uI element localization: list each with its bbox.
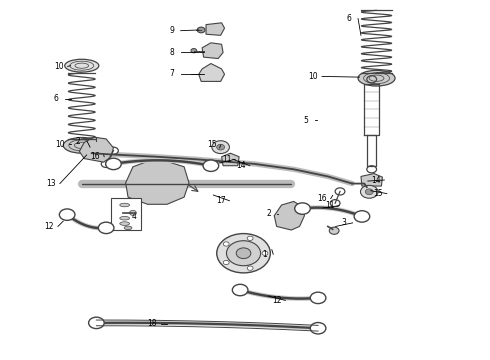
Ellipse shape bbox=[120, 222, 129, 225]
Polygon shape bbox=[125, 161, 189, 204]
Circle shape bbox=[106, 158, 121, 170]
Text: 11: 11 bbox=[222, 155, 231, 164]
Text: 6: 6 bbox=[347, 14, 352, 23]
Polygon shape bbox=[274, 202, 304, 230]
Ellipse shape bbox=[124, 226, 132, 230]
Bar bbox=[111, 198, 141, 230]
Text: 1: 1 bbox=[262, 250, 267, 259]
Polygon shape bbox=[361, 174, 382, 186]
Text: 10: 10 bbox=[54, 62, 64, 71]
Circle shape bbox=[335, 188, 345, 195]
Text: 12: 12 bbox=[45, 222, 54, 231]
Text: 2: 2 bbox=[76, 137, 81, 146]
Text: 10: 10 bbox=[308, 72, 318, 81]
Circle shape bbox=[361, 185, 378, 198]
Circle shape bbox=[310, 292, 326, 303]
Circle shape bbox=[330, 200, 340, 207]
Circle shape bbox=[232, 284, 248, 296]
Circle shape bbox=[212, 141, 229, 154]
Text: 17: 17 bbox=[216, 196, 225, 205]
Text: 15: 15 bbox=[207, 140, 217, 149]
Text: 14: 14 bbox=[236, 161, 246, 170]
Text: 16: 16 bbox=[91, 152, 100, 161]
Text: 13: 13 bbox=[46, 179, 56, 188]
Circle shape bbox=[217, 234, 270, 273]
Ellipse shape bbox=[63, 138, 100, 153]
Circle shape bbox=[310, 323, 326, 334]
Polygon shape bbox=[206, 23, 224, 35]
Circle shape bbox=[247, 236, 253, 240]
Ellipse shape bbox=[358, 70, 395, 86]
Ellipse shape bbox=[120, 203, 129, 207]
Polygon shape bbox=[221, 153, 239, 166]
Circle shape bbox=[109, 147, 118, 154]
Circle shape bbox=[262, 251, 268, 255]
Circle shape bbox=[236, 248, 251, 258]
Text: 9: 9 bbox=[170, 26, 174, 35]
Text: 7: 7 bbox=[170, 69, 174, 78]
Circle shape bbox=[203, 160, 219, 171]
Polygon shape bbox=[202, 43, 223, 59]
Circle shape bbox=[197, 27, 205, 33]
Circle shape bbox=[98, 222, 114, 234]
Polygon shape bbox=[199, 64, 224, 81]
Text: 3: 3 bbox=[342, 219, 346, 228]
Text: 14: 14 bbox=[371, 176, 380, 185]
Text: 12: 12 bbox=[272, 296, 281, 305]
Text: 6: 6 bbox=[53, 94, 58, 103]
Circle shape bbox=[191, 49, 197, 53]
Circle shape bbox=[129, 210, 136, 215]
Circle shape bbox=[223, 242, 229, 246]
Circle shape bbox=[101, 160, 111, 167]
Circle shape bbox=[217, 144, 224, 150]
Circle shape bbox=[226, 241, 261, 266]
Circle shape bbox=[354, 211, 370, 222]
Text: 15: 15 bbox=[373, 189, 383, 198]
Text: 18: 18 bbox=[147, 319, 157, 328]
Text: 8: 8 bbox=[170, 48, 174, 57]
Circle shape bbox=[329, 227, 339, 234]
Text: 2: 2 bbox=[266, 210, 271, 219]
Circle shape bbox=[294, 203, 310, 214]
Circle shape bbox=[247, 266, 253, 270]
Ellipse shape bbox=[65, 59, 99, 72]
Circle shape bbox=[59, 209, 75, 220]
Text: 5: 5 bbox=[303, 116, 308, 125]
Circle shape bbox=[366, 189, 373, 195]
Text: 10: 10 bbox=[55, 140, 65, 149]
Text: 16: 16 bbox=[317, 194, 327, 203]
Polygon shape bbox=[79, 137, 114, 162]
Text: 11: 11 bbox=[325, 201, 335, 210]
Text: 4: 4 bbox=[131, 212, 136, 221]
Ellipse shape bbox=[120, 216, 129, 220]
Circle shape bbox=[223, 260, 229, 265]
Circle shape bbox=[89, 317, 104, 329]
